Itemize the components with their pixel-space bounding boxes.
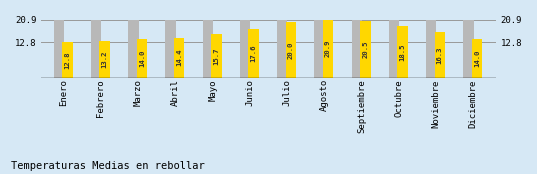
Text: 20.5: 20.5: [362, 41, 368, 58]
Bar: [128, 20, 139, 78]
Text: 14.0: 14.0: [139, 50, 145, 67]
Bar: [277, 20, 287, 78]
Bar: [165, 20, 176, 78]
Text: 16.3: 16.3: [437, 46, 443, 64]
Text: 14.0: 14.0: [474, 50, 480, 67]
Bar: [91, 20, 101, 78]
Text: 13.2: 13.2: [101, 51, 107, 68]
Text: 20.9: 20.9: [325, 40, 331, 57]
Bar: [286, 22, 296, 78]
Text: 18.5: 18.5: [400, 43, 405, 61]
Bar: [352, 20, 362, 78]
Bar: [389, 20, 399, 78]
Text: 12.8: 12.8: [64, 51, 70, 69]
Text: 20.0: 20.0: [288, 41, 294, 59]
Bar: [202, 20, 213, 78]
Text: 14.4: 14.4: [176, 49, 182, 66]
Bar: [463, 20, 474, 78]
Bar: [434, 32, 445, 78]
Bar: [360, 21, 371, 78]
Bar: [174, 38, 184, 78]
Bar: [137, 39, 147, 78]
Bar: [397, 26, 408, 78]
Bar: [323, 20, 333, 78]
Bar: [426, 20, 437, 78]
Text: 15.7: 15.7: [213, 47, 220, 65]
Bar: [240, 20, 250, 78]
Text: Temperaturas Medias en rebollar: Temperaturas Medias en rebollar: [11, 161, 205, 171]
Bar: [249, 29, 259, 78]
Bar: [472, 39, 482, 78]
Bar: [54, 20, 64, 78]
Bar: [211, 34, 222, 78]
Bar: [314, 20, 325, 78]
Text: 17.6: 17.6: [251, 45, 257, 62]
Bar: [99, 41, 110, 78]
Bar: [62, 42, 72, 78]
